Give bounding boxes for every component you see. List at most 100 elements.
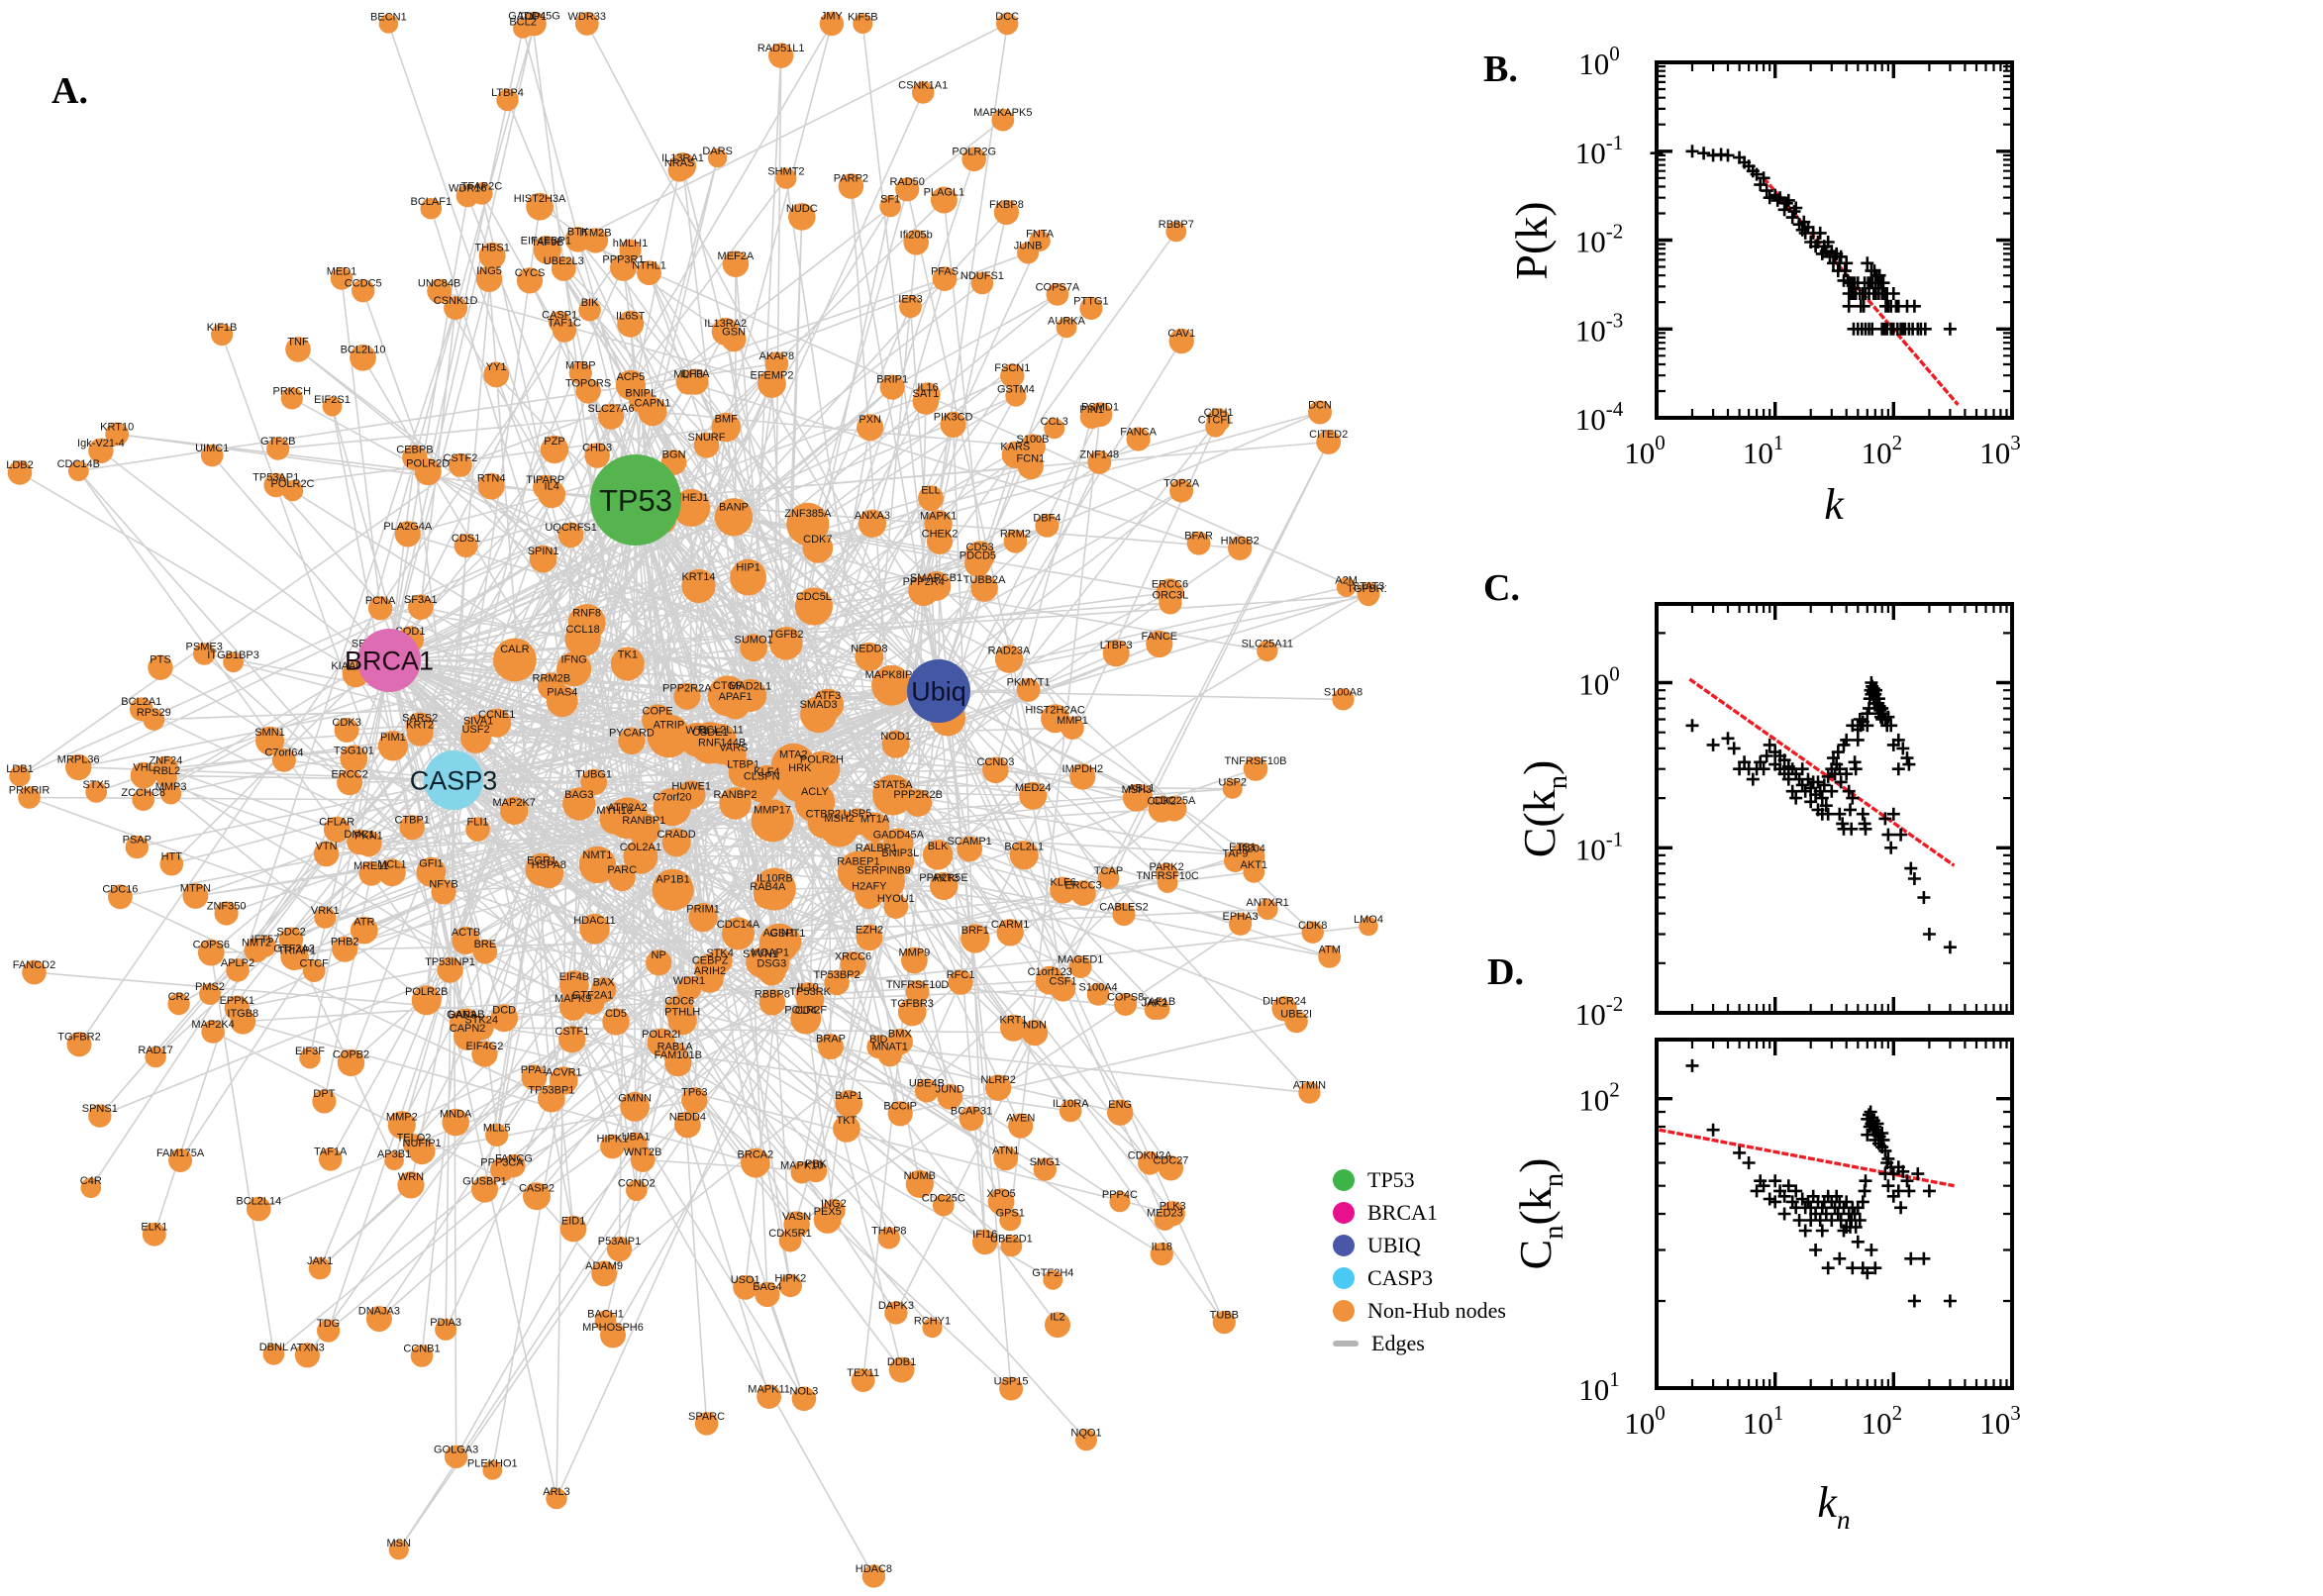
node-label: NOD1 [880,731,911,743]
node-label: PTHLH [664,1006,700,1018]
node-label: NDUFS1 [960,270,1004,282]
network-node [1243,756,1268,781]
network-node [80,1177,102,1198]
node-label: HYOU1 [877,893,915,905]
plot-panel-c: 100 10-1 10-2 C(kn) [1514,602,2014,1032]
node-label: CTGF [713,680,743,692]
node-label: FNTA [1026,229,1055,241]
node-label: ING5 [476,265,502,277]
network-node [903,230,929,255]
node-label: PSMD1 [1081,401,1119,413]
node-label: GSN [722,327,746,339]
node-label: EGR1 [527,855,556,867]
network-node [711,412,741,443]
node-label: BCL2L11 [699,725,744,737]
node-label: AP3B1 [377,1148,411,1160]
network-node [130,761,157,789]
node-label: EPPK1 [220,995,254,1007]
node-label: KIF1B [207,322,238,334]
node-label: UNC84B [418,278,460,290]
network-node [308,1256,332,1280]
network-node [855,642,884,671]
node-label: GFI1 [419,858,443,870]
scatter-points [1685,1058,1957,1308]
network-node [66,1032,92,1057]
network-node [496,88,519,112]
node-label: CDC27 [1153,1154,1188,1166]
node-label: HSPA8 [532,859,566,871]
network-node [824,969,850,996]
network-node [477,472,505,500]
network-node [1359,916,1378,937]
node-label: TP63 [681,1087,707,1099]
node-label: TELO2 [397,1132,432,1144]
node-label: CAV1 [1167,328,1195,340]
node-label: CDC25A [1153,795,1196,807]
node-label: USF2 [461,724,489,736]
network-node [1044,418,1065,440]
network-node [1019,781,1048,810]
fit-line [1688,677,1956,867]
node-label: ZNF350 [207,900,247,912]
node-label: BECN1 [370,12,407,24]
network-node [1138,1150,1162,1175]
network-node [1068,955,1092,978]
node-label: TUBB [1210,1310,1239,1322]
network-node [578,846,617,884]
network-node [594,1310,617,1333]
network-node [394,521,421,548]
node-label: ING2 [821,1198,847,1210]
network-node [1060,716,1084,740]
panel-d-label: D. [1487,951,1524,993]
network-node [299,1047,321,1069]
node-label: ETS1 [1229,842,1257,853]
node-label: TNFRSF10C [1136,870,1199,882]
node-label: CDK8 [1298,920,1327,932]
y-axis-title: C(kn) [1514,760,1573,858]
node-label: TP53BP2 [814,969,860,981]
node-label: PRIM1 [686,904,720,916]
network-node [352,279,375,303]
legend-item-casp3: CASP3 [1333,1265,1506,1290]
network-node [482,1460,503,1480]
node-label: Igk-V21-4 [77,438,125,449]
network-node [1005,385,1027,407]
node-label: KRT2 [406,720,434,732]
node-label: NQO1 [1070,1427,1101,1439]
network-node [168,1148,193,1172]
node-label: A2M [1335,575,1358,587]
network-node [904,789,933,817]
network-node [540,435,569,464]
node-label: STX5 [82,779,110,791]
network-node [959,1106,984,1132]
network-node [618,727,646,755]
node-label: MAP2K4 [191,1019,234,1031]
node-label: IL18 [1152,1242,1172,1253]
node-label: LDB1 [6,763,34,775]
network-node [322,396,343,417]
node-label: SMN1 [254,727,285,739]
node-label: CDK2 [1148,795,1176,807]
network-node [317,1319,341,1343]
node-label: CDS1 [452,533,480,545]
node-label: RANBP2 [713,789,757,801]
node-label: PLK3 [1160,1200,1186,1212]
node-label: DDB1 [887,1356,916,1368]
network-node [1160,1201,1185,1227]
node-label: SPARC [688,1411,725,1423]
node-label: ATP2A2 [608,802,648,814]
node-label: CD53 [966,542,994,553]
legend-label: BRCA1 [1367,1200,1438,1225]
network-node [1059,1099,1082,1123]
network-node [676,780,706,810]
network-node [365,1306,392,1333]
node-label: MRPL36 [57,753,100,765]
network-node [132,788,154,811]
network-node [822,1199,846,1223]
node-label: MCL1 [377,859,406,871]
network-node [1102,640,1130,667]
node-label: AKT3 [932,873,960,885]
node-label: CDC5L [796,591,832,603]
network-node [1229,912,1253,936]
network-node [877,1227,900,1249]
